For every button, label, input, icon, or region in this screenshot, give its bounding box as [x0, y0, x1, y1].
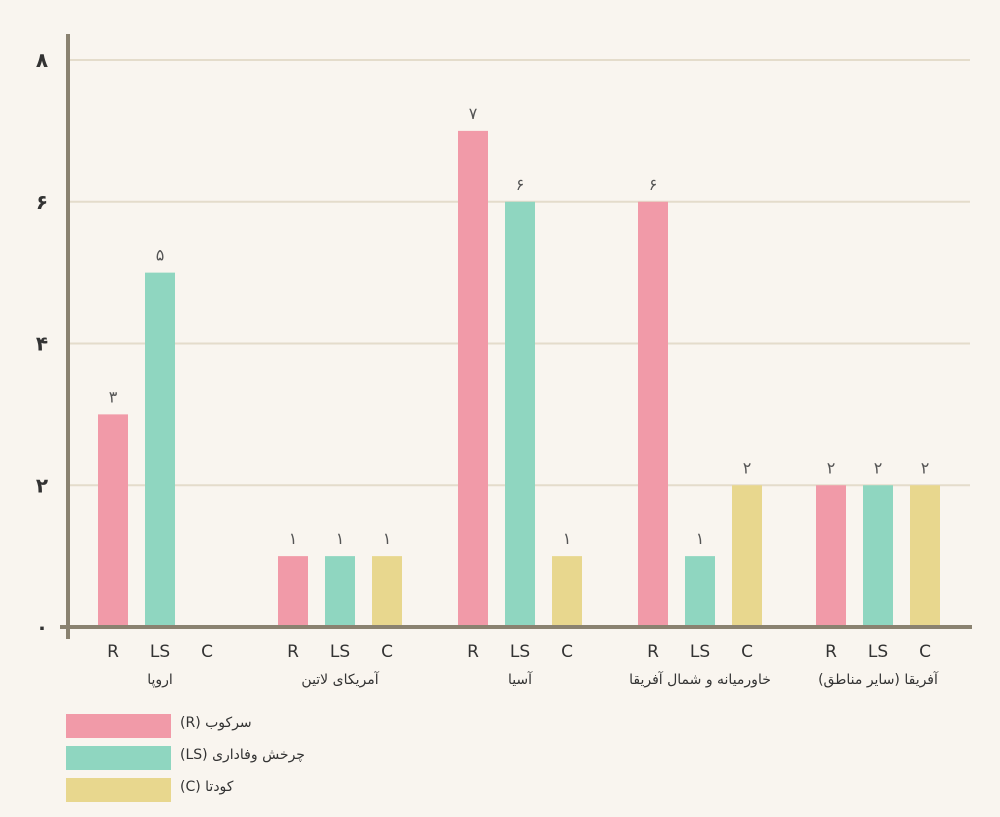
x-series-label: LS	[510, 642, 530, 662]
bar	[552, 556, 582, 627]
bar	[278, 556, 308, 627]
data-label: ۱	[336, 529, 345, 548]
data-label: ۱	[696, 529, 705, 548]
x-category-label: آمریکای لاتین	[301, 671, 379, 688]
y-tick-label: ۰	[36, 615, 48, 639]
x-category-label: آفریقا (سایر مناطق)	[818, 671, 939, 688]
legend-label-c: کودتا (C)	[180, 779, 234, 795]
bar	[505, 201, 535, 627]
data-label: ۱	[563, 529, 572, 548]
bar	[458, 130, 488, 627]
legend-swatch-c	[66, 778, 171, 802]
bar	[732, 485, 762, 627]
x-series-label: R	[647, 642, 659, 662]
x-series-label: LS	[150, 642, 170, 662]
legend-item-c: کودتا (C)	[66, 778, 366, 802]
legend-swatch-r	[66, 714, 171, 738]
legend-item-ls: چرخش وفاداری (LS)	[66, 746, 366, 770]
x-series-label: LS	[330, 642, 350, 662]
x-series-label: R	[467, 642, 479, 662]
legend: سرکوب (R) چرخش وفاداری (LS) کودتا (C)	[66, 714, 366, 810]
x-category-label: خاورمیانه و شمال آفریقا	[629, 671, 771, 688]
bar	[372, 556, 402, 627]
bar	[325, 556, 355, 627]
x-series-label: C	[561, 642, 573, 662]
y-tick-label: ۴	[36, 332, 48, 356]
x-series-label: LS	[868, 642, 888, 662]
data-label: ۲	[874, 458, 883, 477]
data-label: ۱	[289, 529, 298, 548]
legend-item-r: سرکوب (R)	[66, 714, 366, 738]
data-label: ۲	[921, 458, 930, 477]
x-series-label: R	[287, 642, 299, 662]
legend-label-ls: چرخش وفاداری (LS)	[180, 747, 305, 763]
legend-label-r: سرکوب (R)	[180, 715, 252, 731]
x-series-label: C	[741, 642, 753, 662]
legend-swatch-ls	[66, 746, 171, 770]
bar	[910, 485, 940, 627]
x-series-label: R	[825, 642, 837, 662]
data-label: ۶	[516, 175, 525, 194]
data-label: ۲	[827, 458, 836, 477]
data-label: ۱	[383, 529, 392, 548]
y-tick-label: ۲	[36, 473, 48, 497]
x-series-label: C	[919, 642, 931, 662]
data-label: ۷	[469, 104, 478, 123]
x-category-label: اروپا	[147, 672, 173, 688]
data-label: ۲	[743, 458, 752, 477]
bar	[98, 414, 128, 627]
x-category-label: آسیا	[508, 671, 533, 688]
bar	[685, 556, 715, 627]
bar	[863, 485, 893, 627]
x-series-label: LS	[690, 642, 710, 662]
data-label: ۶	[649, 175, 658, 194]
data-label: ۵	[156, 246, 165, 265]
x-series-label: C	[201, 642, 213, 662]
data-label: ۳	[109, 387, 118, 406]
y-tick-label: ۸	[36, 48, 48, 72]
bar	[145, 272, 175, 627]
x-series-label: C	[381, 642, 393, 662]
x-series-label: R	[107, 642, 119, 662]
bar	[816, 485, 846, 627]
y-tick-label: ۶	[36, 190, 48, 214]
bar	[638, 201, 668, 627]
